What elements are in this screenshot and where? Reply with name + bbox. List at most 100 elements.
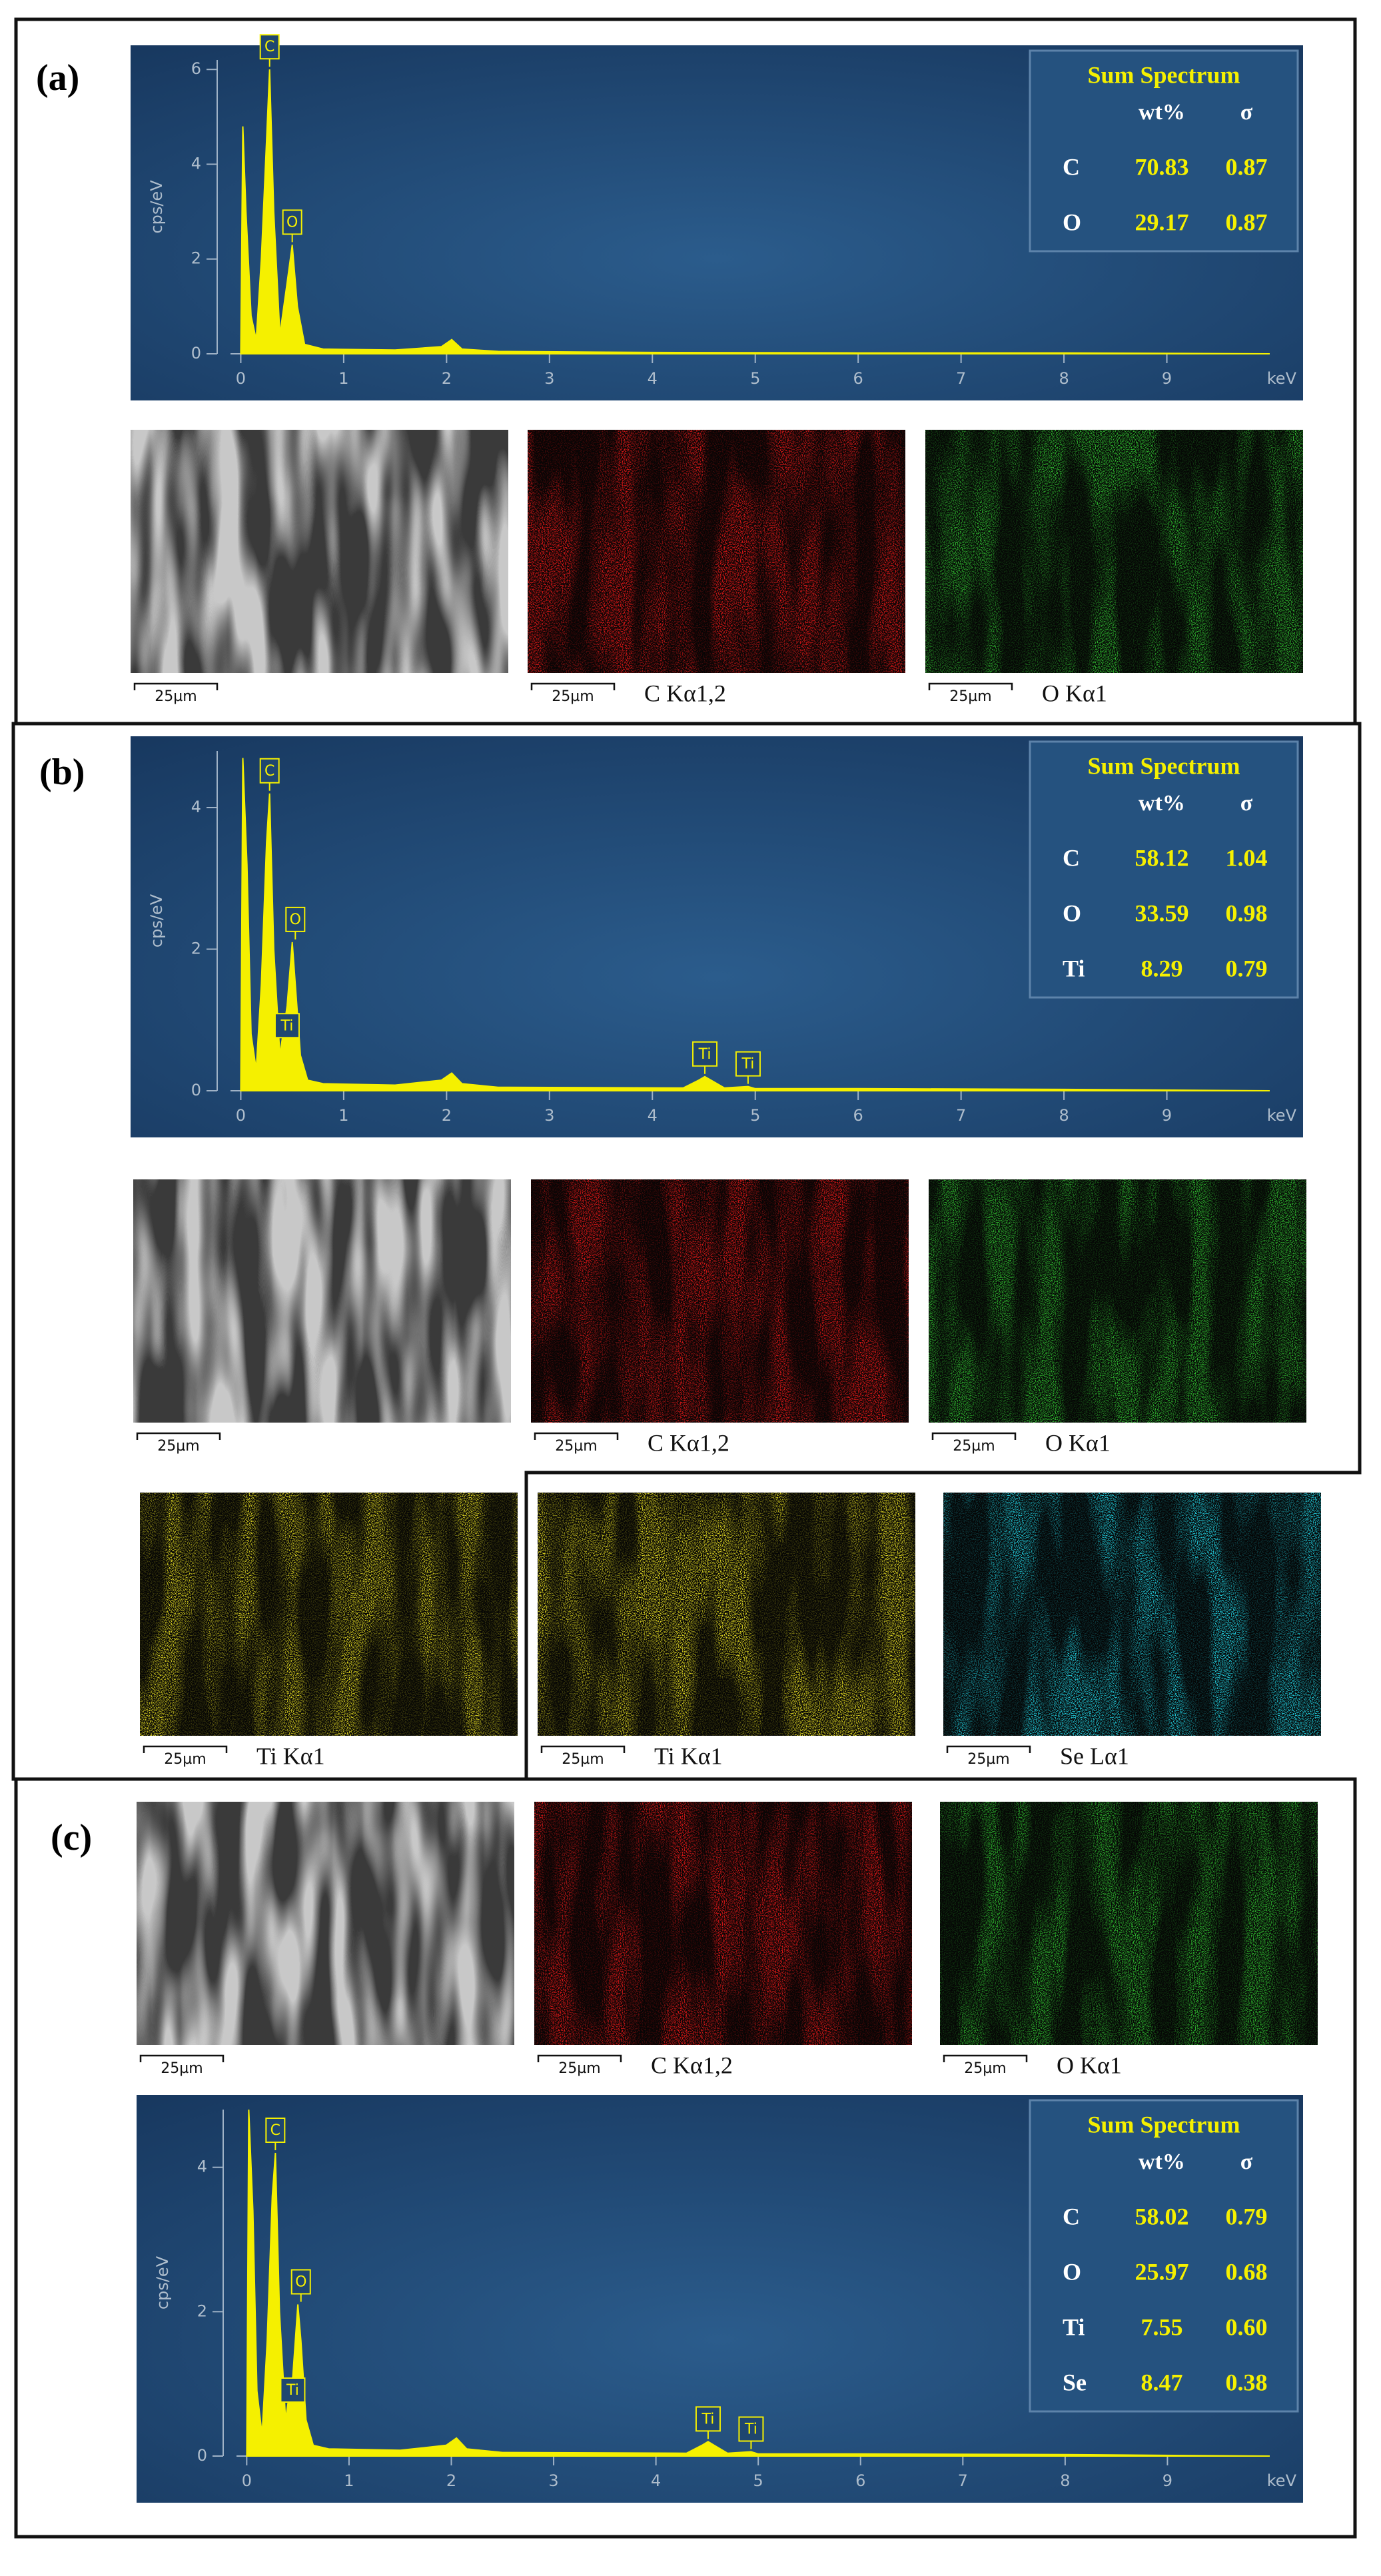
x-tick-label: 8	[1059, 369, 1069, 388]
scale-bar	[540, 1745, 626, 1753]
peak-label-box	[692, 1041, 718, 1067]
micrograph-texture	[140, 1493, 518, 1736]
x-tick-label: 4	[648, 1106, 658, 1125]
x-tick-label: 4	[648, 369, 658, 388]
scale-bar	[530, 682, 616, 690]
y-axis-label: cps/eV	[147, 894, 166, 948]
x-tick-label: 9	[1162, 2471, 1172, 2490]
scale-bar-label: 25µm	[164, 1751, 206, 1768]
scale-bar-label: 25µm	[157, 1438, 199, 1455]
micrograph-texture	[133, 1179, 511, 1423]
peak-label-text: C	[264, 763, 274, 780]
panel-label: (b)	[39, 752, 85, 793]
table-value: 1.04	[1226, 844, 1268, 871]
table-header: wt%	[1139, 2150, 1185, 2174]
peak-label: O	[290, 2269, 311, 2302]
x-tick-label: 4	[651, 2471, 661, 2490]
table-value: 33.59	[1135, 900, 1189, 926]
peak-label: C	[259, 34, 280, 67]
x-tick-label: 1	[344, 2471, 354, 2490]
y-tick-label: 0	[191, 344, 201, 362]
y-tick-label: 0	[191, 1081, 201, 1099]
peak-label-box	[285, 906, 306, 932]
scale-bar	[143, 1745, 228, 1753]
peak-label-box	[265, 2118, 286, 2143]
table-value: 58.02	[1135, 2203, 1189, 2230]
table-value: 0.79	[1226, 955, 1268, 981]
table-box	[1029, 49, 1299, 253]
table-value: 0.87	[1226, 209, 1268, 235]
micrograph-caption: Ti Kα1	[256, 1742, 325, 1769]
y-tick-label: 2	[197, 2301, 207, 2320]
peak-label: Ti	[280, 2377, 306, 2410]
x-axis-label: keV	[1267, 1106, 1297, 1125]
element: O	[1063, 2258, 1081, 2285]
peak-label-text: Ti	[286, 2382, 299, 2399]
table-title: Sum Spectrum	[1087, 752, 1240, 779]
panel-c-border	[14, 1777, 1357, 2539]
micrograph: 25µm O Kα1	[929, 1179, 1306, 1456]
y-tick-label: 6	[191, 59, 201, 78]
micrograph-texture	[940, 1802, 1318, 2045]
micrograph-caption: O Kα1	[1042, 680, 1107, 706]
panel-b-border	[11, 722, 1362, 1781]
x-tick-label: 8	[1059, 1106, 1069, 1125]
element: O	[1063, 900, 1081, 926]
table-value: 8.47	[1141, 2369, 1183, 2395]
peak-label-text: O	[295, 2274, 306, 2291]
table-box	[1029, 2099, 1299, 2413]
x-tick-label: 8	[1060, 2471, 1070, 2490]
x-tick-label: 5	[750, 1106, 760, 1125]
x-tick-label: 1	[338, 369, 348, 388]
micrograph-caption: Se Lα1	[1060, 1742, 1129, 1769]
scale-bar-label: 25µm	[161, 2060, 203, 2077]
y-tick-label: 4	[191, 798, 201, 816]
scale-bar	[946, 1745, 1031, 1753]
micrograph: 25µm	[133, 1179, 511, 1455]
table-header: σ	[1240, 791, 1253, 816]
micrograph-texture	[534, 1802, 912, 2045]
x-tick-label: 5	[753, 2471, 763, 2490]
peak-label-box	[274, 1013, 300, 1039]
element: C	[1063, 153, 1080, 180]
x-tick-label: 1	[338, 1106, 348, 1125]
micrograph: 25µm Se Lα1	[943, 1493, 1321, 1769]
scale-bar-label: 25µm	[552, 688, 594, 705]
element: C	[1063, 2203, 1080, 2230]
table-header: wt%	[1139, 791, 1185, 816]
micrograph-texture	[538, 1493, 915, 1736]
table-value: 0.87	[1226, 153, 1268, 180]
micrograph-texture	[137, 1802, 514, 2045]
table-value: 58.12	[1135, 844, 1189, 871]
micrograph: 25µm Ti Kα1	[140, 1493, 518, 1769]
micrograph-texture	[943, 1493, 1321, 1736]
peak-label: O	[285, 906, 306, 940]
micrograph: 25µm C Kα1,2	[531, 1179, 909, 1456]
peak-label-text: C	[264, 39, 274, 55]
peak-label: Ti	[695, 2406, 721, 2439]
micrograph: 25µm	[131, 430, 508, 705]
scale-bar	[537, 2054, 622, 2062]
peak-label: Ti	[738, 2416, 764, 2449]
peak-label-text: C	[270, 2122, 280, 2139]
micrograph-caption: C Kα1,2	[651, 2052, 733, 2078]
peak-label-text: Ti	[701, 2411, 714, 2427]
peak-label-box	[738, 2416, 764, 2442]
table-value: 25.97	[1135, 2258, 1189, 2285]
x-tick-label: 2	[446, 2471, 456, 2490]
x-tick-label: 2	[442, 1106, 452, 1125]
peak-label-text: O	[286, 214, 298, 231]
micrograph-caption: Ti Kα1	[654, 1742, 723, 1769]
peak-label: Ti	[274, 1013, 300, 1046]
table-value: 0.98	[1226, 900, 1268, 926]
y-tick-label: 2	[191, 940, 201, 958]
peak-label: O	[282, 209, 302, 243]
peak-label-text: Ti	[741, 1056, 754, 1073]
table-header: σ	[1240, 100, 1253, 125]
peak-label-box	[259, 34, 280, 60]
scale-bar	[139, 2054, 225, 2062]
micrograph-caption: C Kα1,2	[644, 680, 726, 706]
scale-bar	[133, 682, 219, 690]
table-value: 70.83	[1135, 153, 1189, 180]
scale-bar-label: 25µm	[562, 1751, 604, 1768]
